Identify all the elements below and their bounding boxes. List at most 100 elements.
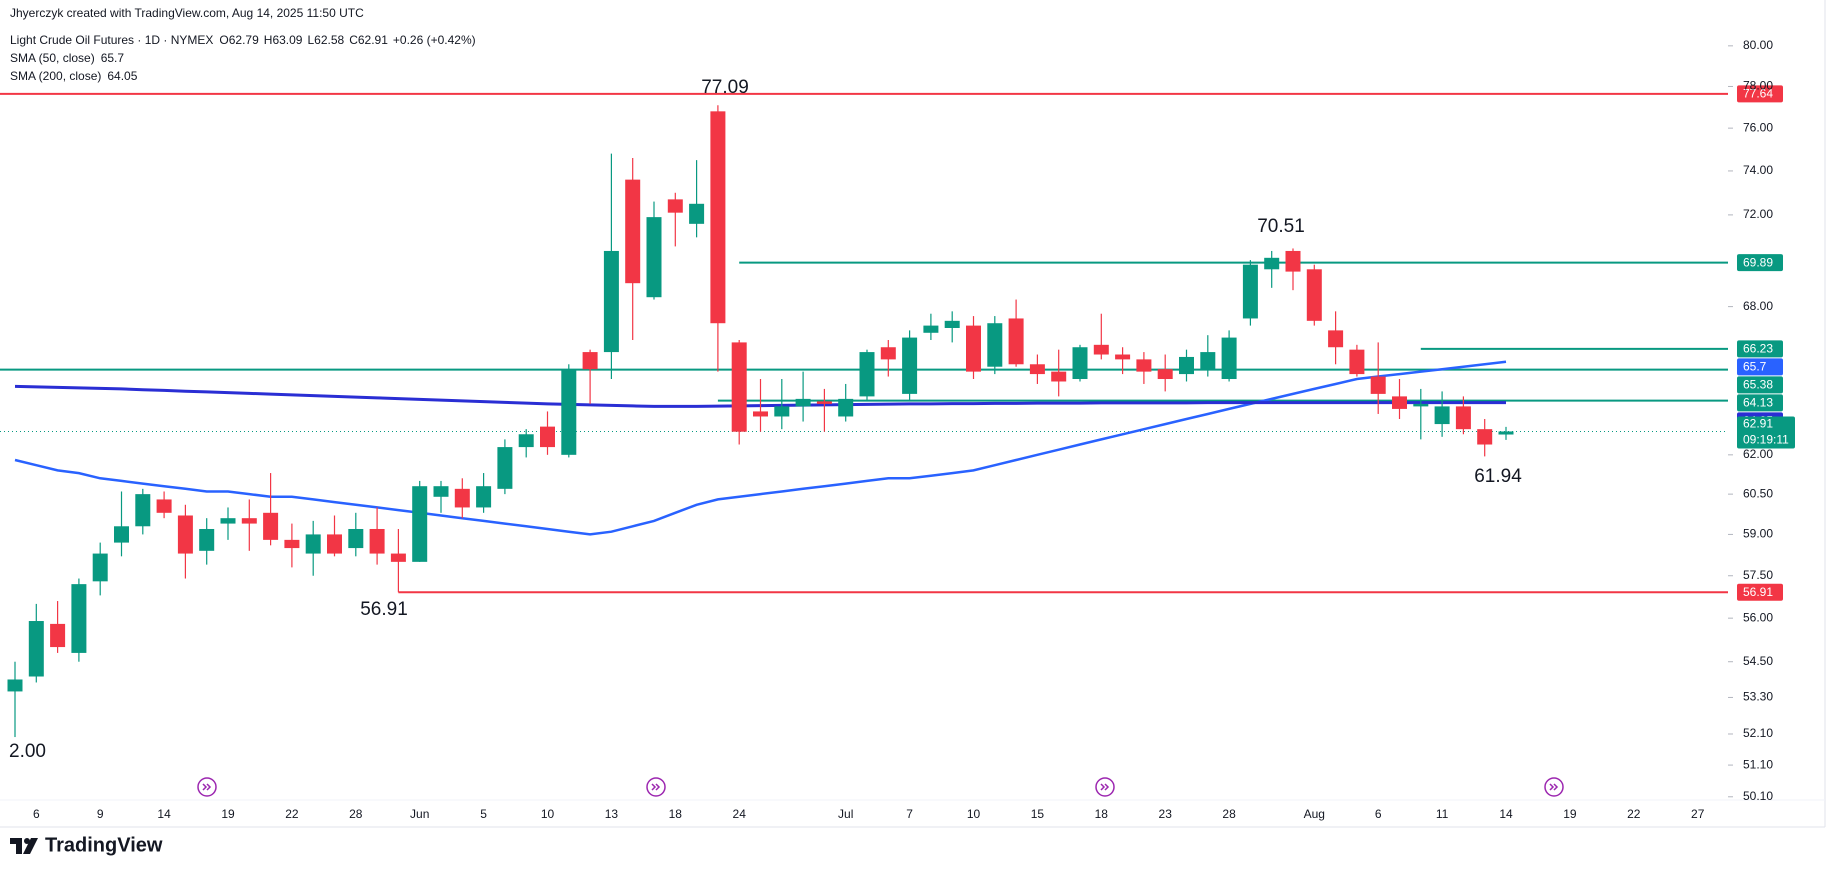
annotation: 77.09: [701, 77, 749, 98]
candle-body: [114, 526, 129, 543]
candle-body: [263, 512, 279, 540]
event-icon: [646, 777, 666, 797]
candle-body: [603, 250, 619, 353]
candle-body: [433, 486, 449, 497]
candle-body: [327, 534, 342, 554]
event-icon: [1095, 777, 1115, 797]
candle-body: [1179, 356, 1194, 375]
x-tick-label: 10: [967, 807, 981, 821]
candle-body: [710, 111, 726, 324]
x-tick-label: 27: [1691, 807, 1705, 821]
candle-body: [689, 203, 705, 224]
candle-body: [646, 217, 662, 298]
x-tick-label: 13: [605, 807, 619, 821]
candle-body: [1370, 376, 1386, 394]
x-tick-label: 14: [157, 807, 171, 821]
x-tick-label: 6: [33, 807, 40, 821]
candle-body: [987, 323, 1003, 367]
annotation: 56.91: [360, 599, 408, 620]
event-icon: [1544, 777, 1564, 797]
candle-body: [177, 515, 193, 554]
x-tick-label: Jul: [838, 807, 853, 821]
event-icons: [197, 777, 1564, 797]
candle-body: [1157, 369, 1173, 380]
current-price-label: 62.91: [1743, 417, 1773, 431]
y-tick-label: 62.00: [1743, 447, 1773, 461]
price-label: 66.23: [1743, 342, 1773, 356]
candle-body: [774, 406, 790, 417]
x-tick-label: 14: [1499, 807, 1513, 821]
x-tick-label: 19: [1563, 807, 1577, 821]
candle-body: [1392, 396, 1407, 409]
candle-body: [71, 584, 87, 653]
y-tick-label: 57.50: [1743, 568, 1773, 582]
x-tick-label: Jun: [410, 807, 429, 821]
y-tick-label: 72.00: [1743, 207, 1773, 221]
legend-label: SMA (200, close): [10, 69, 101, 83]
change: +0.26 (+0.42%): [393, 33, 476, 47]
x-tick-label: 7: [906, 807, 913, 821]
candle-body: [1477, 429, 1493, 445]
annotation: 2.00: [9, 741, 46, 762]
x-tick-label: 15: [1031, 807, 1045, 821]
candle-body: [1285, 250, 1301, 272]
x-tick-label: 24: [733, 807, 747, 821]
x-tick-label: 28: [349, 807, 363, 821]
y-tick-label: 54.50: [1743, 654, 1773, 668]
price-label: 77.64: [1743, 87, 1773, 101]
candle-body: [1051, 371, 1067, 382]
price-label-box: [1737, 394, 1783, 412]
x-tick-label: 18: [1095, 807, 1109, 821]
overlay: 77.09 70.51 56.91 61.94 2.00 77.64 69.89 66.23 6…: [9, 77, 1795, 762]
candle-body: [838, 398, 854, 417]
x-tick-label: 22: [1627, 807, 1641, 821]
price-label: 69.89: [1743, 255, 1773, 269]
y-tick-label: 53.30: [1743, 690, 1773, 704]
legend-label: SMA (50, close): [10, 51, 95, 65]
x-tick-label: 19: [221, 807, 235, 821]
brand-name: TradingView: [45, 834, 163, 856]
candle-body: [1200, 352, 1216, 370]
candle-body: [1349, 349, 1365, 375]
candle-body: [1136, 359, 1152, 372]
y-tick-label: 76.00: [1743, 120, 1773, 134]
price-label-box: [1737, 340, 1783, 358]
ohlc-label: L: [307, 33, 314, 47]
candle-body: [1072, 347, 1088, 380]
candle-body: [1413, 403, 1429, 407]
candle-body: [1498, 431, 1514, 435]
candle-body: [625, 179, 641, 284]
annotation: 70.51: [1257, 216, 1305, 237]
candle-body: [369, 528, 385, 554]
ohlc-label: C: [349, 33, 358, 47]
y-tick-label: 52.10: [1743, 726, 1773, 740]
candle-body: [1093, 344, 1109, 355]
ohlc-label: O: [219, 33, 228, 47]
candle-body: [1455, 406, 1471, 430]
candle-body: [454, 488, 470, 508]
ohlc-value: 62.91: [358, 33, 388, 47]
candle-body: [7, 679, 23, 692]
candle-body: [50, 623, 66, 648]
candle-body: [582, 352, 598, 370]
ohlc-label: H: [264, 33, 273, 47]
candle-body: [1328, 330, 1344, 348]
plot-area: [0, 45, 1733, 798]
candle-body: [1008, 318, 1024, 365]
candle-body: [28, 621, 44, 677]
brand-logo: [10, 838, 38, 854]
candle-body: [880, 347, 896, 360]
x-tick-label: 9: [97, 807, 104, 821]
x-tick-label: 11: [1436, 807, 1449, 821]
y-tick-label: 51.10: [1743, 757, 1773, 771]
candle-body: [284, 539, 300, 549]
candle-body: [540, 426, 555, 448]
candle-body: [667, 199, 683, 213]
y-tick-label: 56.00: [1743, 610, 1773, 624]
y-tick-label: 59.00: [1743, 527, 1773, 541]
candle-body: [518, 434, 534, 448]
candle-body: [923, 325, 939, 333]
candle-body: [795, 398, 811, 407]
y-tick-label: 74.00: [1743, 163, 1773, 177]
